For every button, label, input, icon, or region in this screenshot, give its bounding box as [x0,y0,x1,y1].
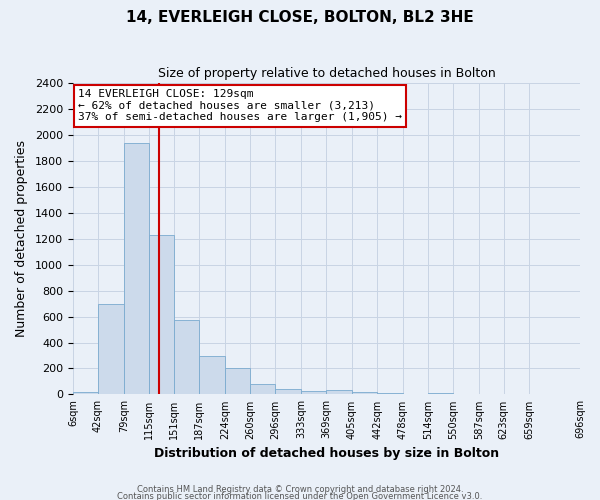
Title: Size of property relative to detached houses in Bolton: Size of property relative to detached ho… [158,68,496,80]
Bar [352,392,377,394]
Bar [275,389,301,394]
Text: Contains public sector information licensed under the Open Government Licence v3: Contains public sector information licen… [118,492,482,500]
Bar [124,142,149,394]
Bar [428,393,453,394]
Bar [377,393,403,394]
Bar [301,391,326,394]
X-axis label: Distribution of detached houses by size in Bolton: Distribution of detached houses by size … [154,447,499,460]
Bar [326,390,352,394]
Bar [149,235,174,394]
Bar [98,304,124,394]
Text: 14 EVERLEIGH CLOSE: 129sqm
← 62% of detached houses are smaller (3,213)
37% of s: 14 EVERLEIGH CLOSE: 129sqm ← 62% of deta… [78,90,402,122]
Bar [250,384,275,394]
Bar [199,356,225,395]
Y-axis label: Number of detached properties: Number of detached properties [15,140,28,337]
Bar [73,392,98,394]
Bar [174,320,199,394]
Text: 14, EVERLEIGH CLOSE, BOLTON, BL2 3HE: 14, EVERLEIGH CLOSE, BOLTON, BL2 3HE [126,10,474,25]
Bar [225,368,250,394]
Text: Contains HM Land Registry data © Crown copyright and database right 2024.: Contains HM Land Registry data © Crown c… [137,486,463,494]
